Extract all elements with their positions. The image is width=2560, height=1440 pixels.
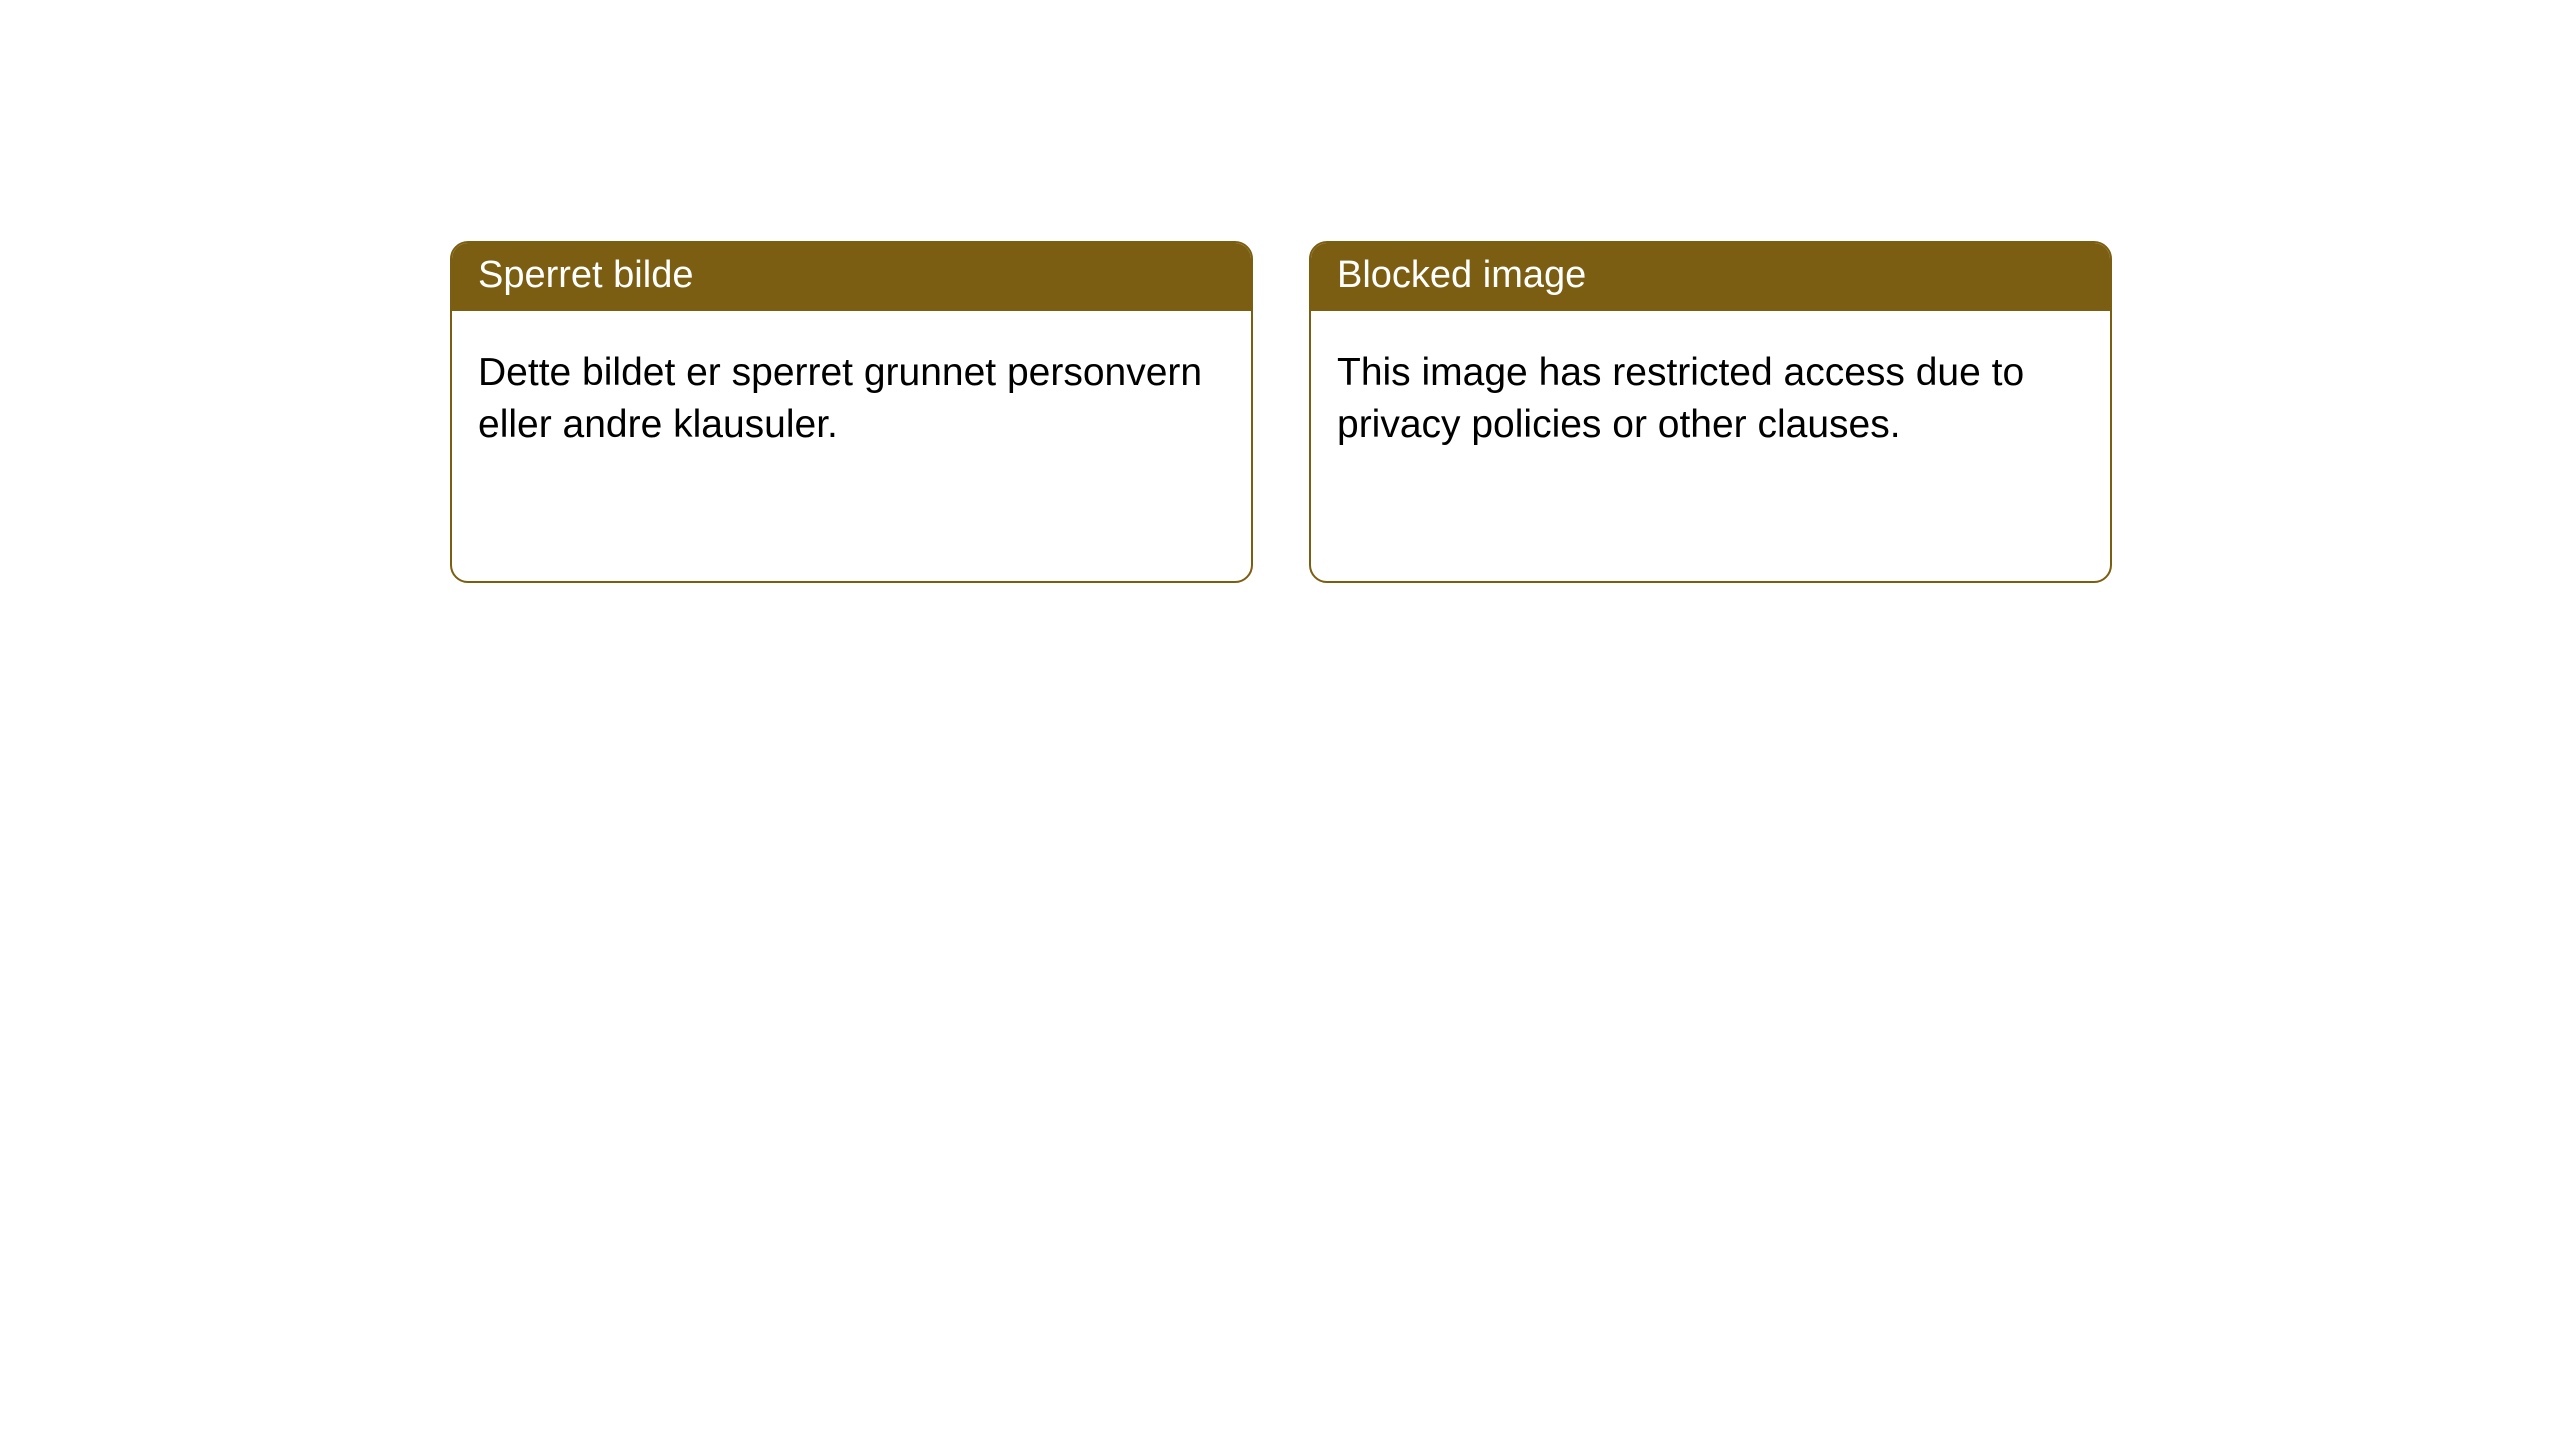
panel-header-no: Sperret bilde	[452, 243, 1251, 311]
panel-header-en: Blocked image	[1311, 243, 2110, 311]
panel-body-en: This image has restricted access due to …	[1311, 311, 2110, 581]
panel-body-no: Dette bildet er sperret grunnet personve…	[452, 311, 1251, 581]
blocked-image-panel-no: Sperret bilde Dette bildet er sperret gr…	[450, 241, 1253, 583]
blocked-image-panel-en: Blocked image This image has restricted …	[1309, 241, 2112, 583]
blocked-image-panels: Sperret bilde Dette bildet er sperret gr…	[450, 241, 2112, 583]
